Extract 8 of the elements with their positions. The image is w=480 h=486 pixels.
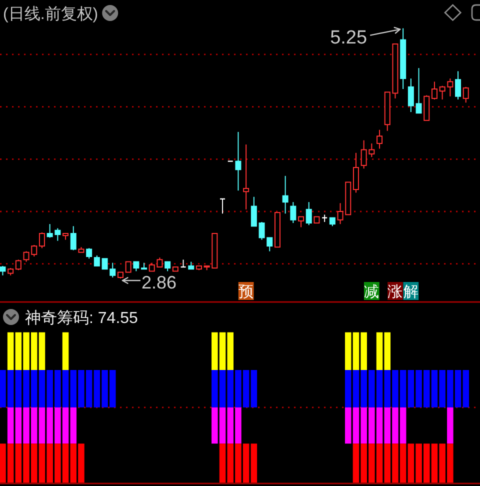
- annotation: 2.86: [141, 272, 177, 292]
- title: 神奇筹码: 74.55: [25, 310, 138, 327]
- value-label: 涨: [388, 282, 403, 300]
- value-label: 解: [403, 282, 419, 300]
- title: (日线.前复权): [3, 6, 98, 23]
- value-label: 预: [238, 282, 254, 300]
- value-label: 减: [364, 282, 380, 300]
- annotation: 5.25: [330, 27, 368, 48]
